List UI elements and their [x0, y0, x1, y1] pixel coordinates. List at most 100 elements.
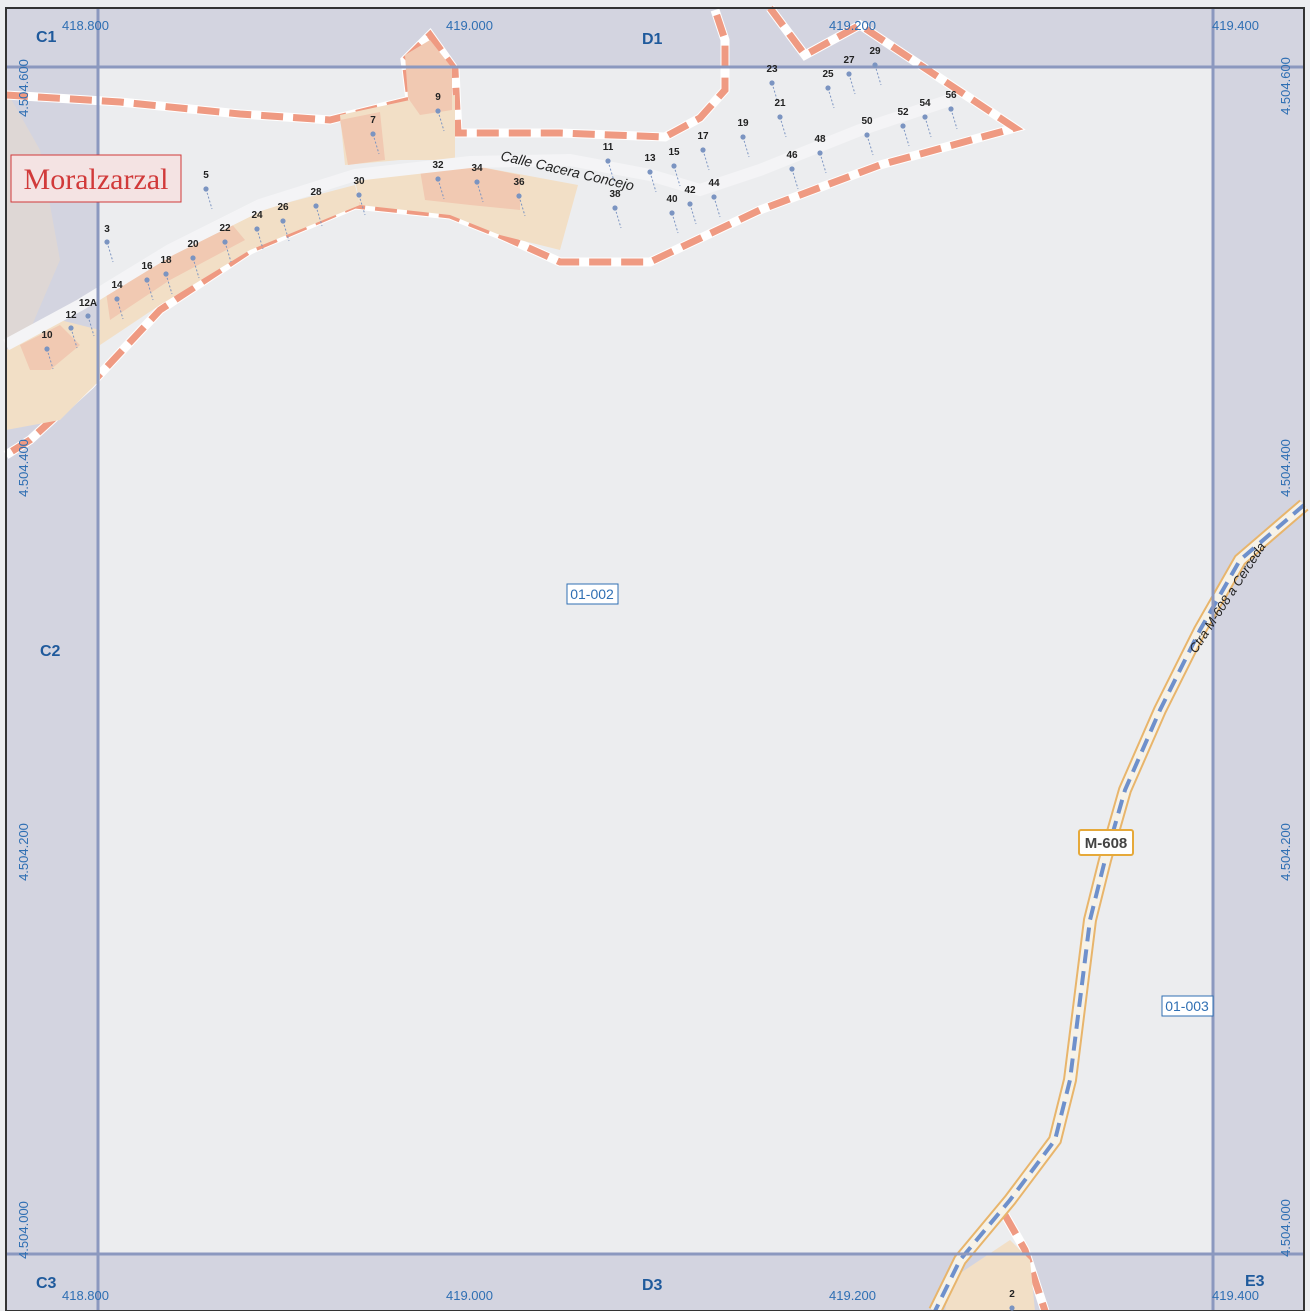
road-m-608: [928, 499, 1309, 1311]
address-leader-line: [165, 273, 173, 295]
section-label-01-003: 01-003: [1165, 998, 1209, 1014]
house-number-label: 21: [774, 98, 786, 109]
house-number-label: 44: [708, 178, 720, 189]
address-leader-line: [827, 87, 835, 109]
section-box-01-003: [1161, 995, 1214, 1017]
cell-label-c2: C2: [40, 643, 61, 660]
house-number-label: 5: [203, 170, 209, 181]
x-coord-top-2: 419.000: [446, 18, 493, 33]
house-number-label: 27: [843, 55, 855, 66]
address-points: [44, 62, 1015, 1311]
address-leader-line: [771, 82, 779, 104]
house-number-label: 54: [919, 98, 931, 109]
address-leader-line: [902, 125, 910, 147]
y-coord-left-2: 4.504.400: [16, 439, 31, 497]
house-number-label: 2: [1009, 1289, 1015, 1300]
house-number-label: 24: [251, 210, 263, 221]
house-number-label: 52: [897, 107, 909, 118]
x-coord-bottom-1: 418.800: [62, 1288, 109, 1303]
house-number-label: 9: [435, 92, 441, 103]
house-number-label: 14: [111, 280, 123, 291]
address-leader-line: [950, 108, 958, 130]
section-box-01-002: [566, 583, 619, 605]
house-number-label: 50: [861, 116, 873, 127]
cell-label-c1: C1: [36, 29, 57, 46]
x-coord-top-1: 418.800: [62, 18, 109, 33]
outer-frame: [5, 7, 1305, 1311]
road-shield-box: [1078, 829, 1134, 856]
house-number-label: 46: [786, 150, 798, 161]
address-leader-line: [476, 181, 484, 203]
cell-labels: C1 D1 C2 C3 D3 E3: [36, 29, 1265, 1294]
y-coord-left-1: 4.504.600: [16, 59, 31, 117]
y-coord-right-3: 4.504.200: [1278, 823, 1293, 881]
house-number-label: 20: [187, 239, 199, 250]
cell-label-c3: C3: [36, 1275, 57, 1292]
x-coord-top-3: 419.200: [829, 18, 876, 33]
municipality-box: [10, 154, 182, 203]
address-leader-line: [713, 196, 721, 218]
address-leader-line: [848, 73, 856, 95]
y-coord-right-4: 4.504.000: [1278, 1199, 1293, 1257]
x-coord-bottom-4: 419.400: [1212, 1288, 1259, 1303]
address-leader-line: [315, 205, 323, 227]
parcels: [6, 40, 1035, 1311]
cell-label-d1: D1: [642, 31, 663, 48]
house-number-label: 19: [737, 118, 749, 129]
grid-lines: [6, 8, 1304, 1311]
address-leader-line: [192, 257, 200, 279]
house-number-label: 32: [432, 160, 444, 171]
house-number-label: 40: [666, 194, 678, 205]
house-number-label: 12: [65, 310, 77, 321]
address-leader-line: [106, 241, 114, 263]
house-number-label: 48: [814, 134, 826, 145]
address-leader-line: [116, 298, 124, 320]
address-leader-line: [649, 171, 657, 193]
road-shield-label: M-608: [1085, 835, 1128, 852]
y-coord-right-1: 4.504.600: [1278, 57, 1293, 115]
house-number-label: 36: [513, 177, 525, 188]
house-number-label: 25: [822, 69, 834, 80]
house-number-label: 30: [353, 176, 365, 187]
municipal-boundary: [3, 5, 1050, 1311]
x-coordinates: 418.800 419.000 419.200 419.400 418.800 …: [62, 18, 1259, 1303]
address-leader-line: [46, 348, 54, 370]
house-number-label: 13: [644, 153, 656, 164]
house-number-label: 28: [310, 187, 322, 198]
house-number-label: 42: [684, 185, 696, 196]
top-frame-band: [6, 8, 1304, 67]
address-leader-line: [702, 149, 710, 171]
y-coordinates: 4.504.600 4.504.400 4.504.200 4.504.000 …: [16, 57, 1293, 1259]
address-leader-line: [256, 228, 264, 250]
house-number-label: 23: [766, 64, 778, 75]
map-face: [98, 67, 1213, 1254]
house-number-label: 17: [697, 131, 709, 142]
y-coord-right-2: 4.504.400: [1278, 439, 1293, 497]
address-leader-line: [205, 188, 213, 210]
address-leader-line: [671, 212, 679, 234]
house-number-label: 29: [869, 46, 881, 57]
house-number-label: 16: [141, 261, 153, 272]
x-coord-top-4: 419.400: [1212, 18, 1259, 33]
y-coord-left-3: 4.504.200: [16, 823, 31, 881]
street-calle-cacera-concejo: [3, 94, 952, 351]
address-leader-line: [819, 152, 827, 174]
address-leader-line: [866, 134, 874, 156]
address-leader-line: [689, 203, 697, 225]
house-number-label: 3: [104, 224, 110, 235]
house-number-label: 18: [160, 255, 172, 266]
address-leader-line: [358, 194, 366, 216]
address-leader-line: [924, 116, 932, 138]
address-leader-line: [87, 315, 95, 337]
address-leader-line: [372, 133, 380, 155]
cell-label-e3: E3: [1245, 1273, 1265, 1290]
house-number-label: 15: [668, 147, 680, 158]
bottom-frame-band: [6, 1254, 1304, 1311]
address-leader-line: [614, 207, 622, 229]
house-number-label: 38: [609, 189, 621, 200]
section-label-01-002: 01-002: [570, 586, 614, 602]
address-leader-line: [282, 220, 290, 242]
address-leader-line: [146, 279, 154, 301]
